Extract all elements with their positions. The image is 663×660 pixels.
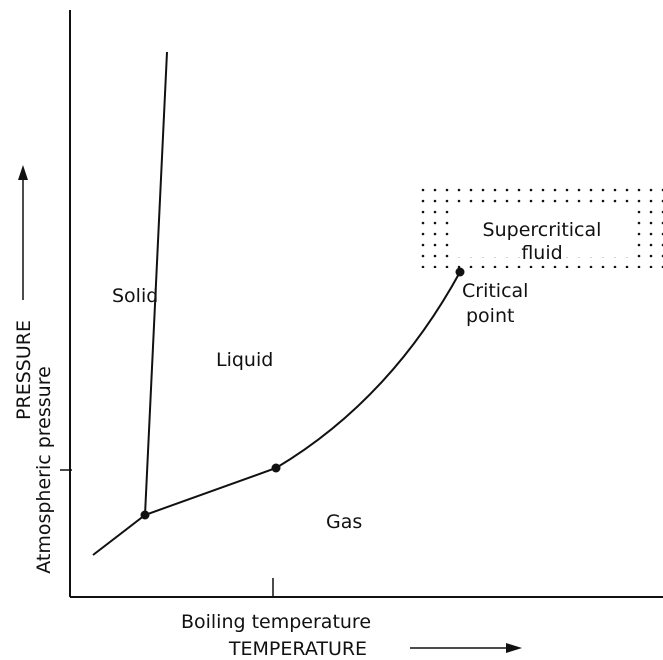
y-tick-label: Atmospheric pressure (33, 366, 55, 574)
triple-point (140, 510, 150, 520)
gas-label: Gas (326, 511, 362, 533)
liquid-label: Liquid (216, 349, 273, 371)
vaporization-curve (92, 271, 461, 556)
x-arrowhead (506, 643, 522, 653)
critical-point (455, 267, 465, 277)
solid-label: Solid (112, 285, 158, 307)
supercritical-label: fluid (521, 242, 562, 264)
x-axis-label: TEMPERATURE (228, 638, 367, 660)
x-tick-label: Boiling temperature (181, 611, 371, 633)
supercritical-label: Supercritical (483, 219, 602, 241)
melting-curve (144, 51, 168, 516)
label-backdrop (452, 205, 632, 257)
critical-label: Critical (462, 280, 528, 302)
y-arrowhead (18, 165, 28, 180)
boiling-point (271, 463, 281, 473)
y-axis-label: PRESSURE (13, 320, 35, 420)
critical-label: point (466, 305, 514, 327)
